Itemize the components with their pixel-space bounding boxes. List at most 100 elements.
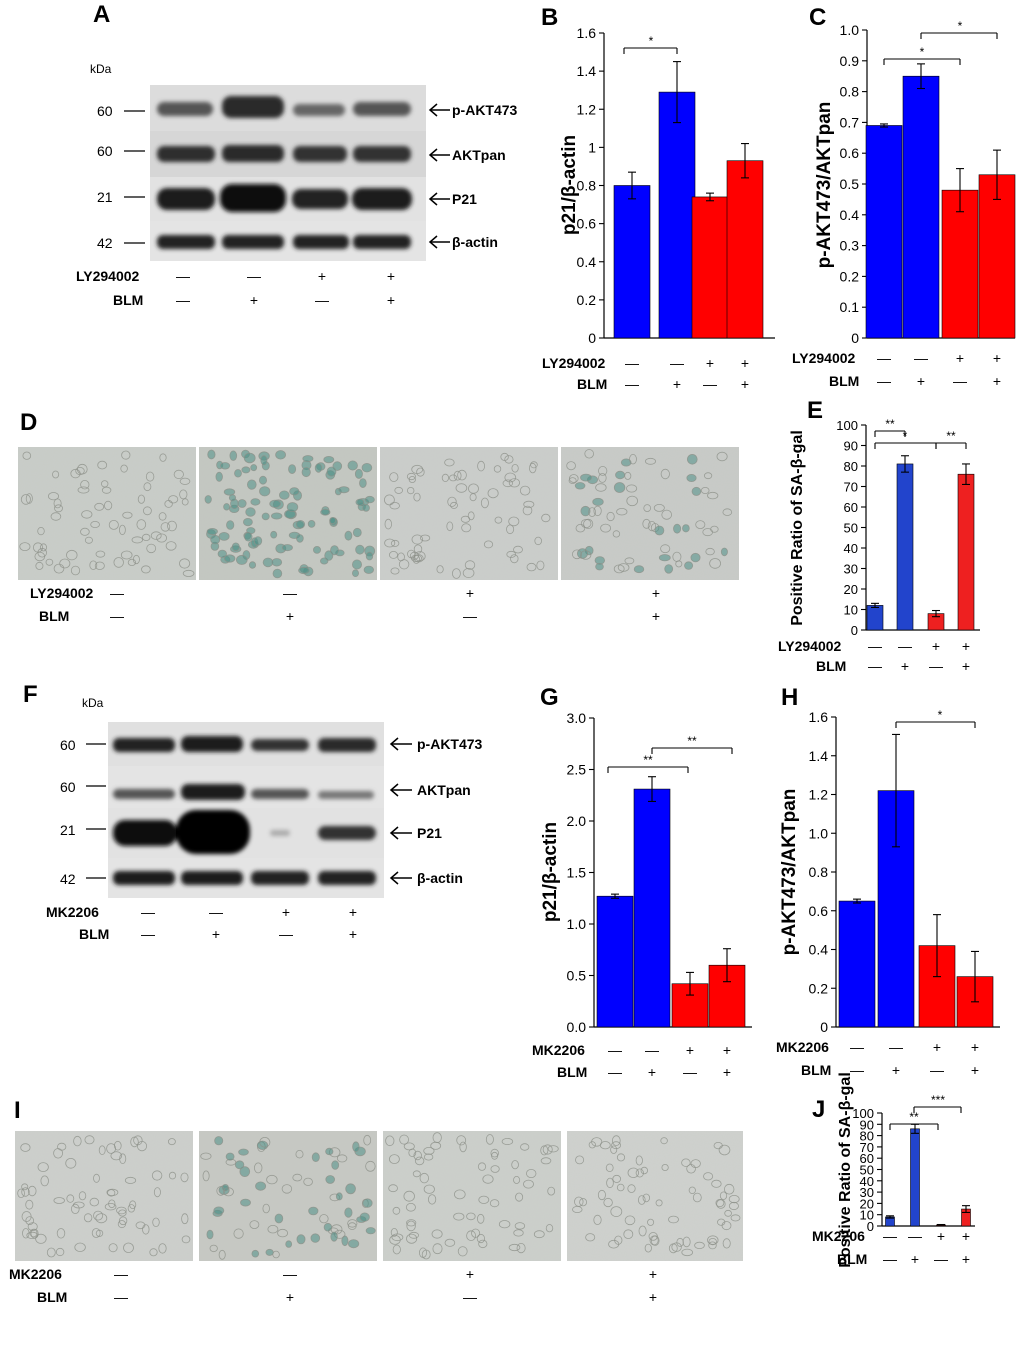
treatment-sign: —	[877, 373, 891, 389]
y-axis-label-e: Positive Ratio of SA-β-gal	[789, 430, 806, 626]
band-label-f-4: β-actin	[389, 870, 463, 886]
y-tick-label: 0	[588, 330, 596, 346]
treatment-sign: —	[930, 1062, 944, 1078]
treatment-sign: —	[914, 350, 928, 366]
bar	[902, 75, 940, 339]
bar	[978, 174, 1016, 339]
treatment-sign: —	[929, 658, 943, 674]
y-tick-label: 70	[860, 1140, 874, 1155]
y-tick-label: 0.4	[840, 207, 860, 223]
y-tick-label: 0.2	[809, 980, 829, 996]
y-tick-label: 1.6	[577, 25, 597, 41]
panel-letter-h: H	[781, 684, 798, 711]
svg-text:P21: P21	[417, 825, 442, 841]
panel-letter-e: E	[807, 397, 823, 424]
bar	[941, 189, 979, 339]
svg-text:—: —	[114, 1289, 128, 1305]
svg-text:—: —	[283, 1266, 297, 1282]
y-tick-label: 0.8	[840, 84, 860, 100]
bar	[596, 895, 634, 1028]
treatment-sign: +	[648, 1064, 656, 1080]
bar	[865, 125, 903, 339]
y-tick-label: 0.6	[840, 145, 860, 161]
y-tick-label: 50	[844, 521, 858, 536]
treatment-sign: —	[645, 1042, 659, 1058]
svg-text:42: 42	[60, 871, 76, 887]
svg-text:—: —	[141, 926, 155, 942]
treatment-sign: —	[608, 1042, 622, 1058]
svg-text:p-AKT473: p-AKT473	[417, 736, 483, 752]
y-tick-label: 1.4	[577, 63, 597, 79]
y-tick-label: 40	[844, 541, 858, 556]
treatment-sign: —	[898, 638, 912, 654]
y-tick-label: 20	[844, 582, 858, 597]
treatment-label-b: LY294002	[542, 355, 606, 371]
y-tick-label: 90	[860, 1117, 874, 1132]
bar	[726, 160, 764, 339]
treatment-sign: +	[892, 1062, 900, 1078]
svg-text:β-actin: β-actin	[452, 234, 498, 250]
svg-text:+: +	[286, 608, 294, 624]
y-tick-label: 1	[588, 139, 596, 155]
treatment-sign: +	[971, 1039, 979, 1055]
svg-text:AKTpan: AKTpan	[417, 782, 471, 798]
treatment-sign: +	[932, 638, 940, 654]
treatment-sign: —	[670, 355, 684, 371]
panel-letter-d: D	[20, 409, 37, 436]
y-tick-label: 0.8	[577, 178, 597, 194]
svg-text:+: +	[282, 904, 290, 920]
treatment-sign: —	[877, 350, 891, 366]
y-tick-label: 100	[836, 418, 858, 433]
panel-letter-f: F	[23, 681, 38, 708]
band-label-f-2: AKTpan	[389, 782, 471, 798]
y-tick-label: 2.5	[567, 762, 587, 778]
treatment-sign: +	[917, 373, 925, 389]
micrograph-d-3	[380, 447, 558, 580]
svg-text:+: +	[649, 1289, 657, 1305]
panel-letter-c: C	[809, 4, 826, 31]
y-axis-label-j: Positive Ratio of SA-β-gal	[837, 1072, 854, 1268]
y-tick-label: 0.1	[840, 299, 860, 315]
svg-text:—: —	[209, 904, 223, 920]
svg-text:—: —	[176, 268, 190, 284]
treatment-label-h: MK2206	[776, 1039, 829, 1055]
bar-chart-e: 0 10 20 30 40 50 60 70 80 90 100 Positive Ratio of …	[778, 417, 980, 674]
y-tick-label: 0	[867, 1219, 874, 1234]
y-tick-label: 0.4	[809, 942, 829, 958]
y-tick-label: 1.6	[809, 709, 829, 725]
y-tick-label: 0	[851, 330, 859, 346]
y-tick-label: 1.0	[809, 825, 829, 841]
svg-text:—: —	[176, 292, 190, 308]
y-axis-label-h: p-AKT473/AKTpan	[779, 789, 800, 956]
band-label-a-2: AKTpan	[428, 147, 506, 163]
svg-text:AKTpan: AKTpan	[452, 147, 506, 163]
svg-text:+: +	[318, 268, 326, 284]
y-tick-label: 1.4	[809, 748, 829, 764]
micrograph-d-2	[199, 447, 377, 580]
y-tick-label: 0	[820, 1019, 828, 1035]
svg-text:MK2206: MK2206	[9, 1266, 62, 1282]
treatment-sign: —	[868, 638, 882, 654]
treatment-label-g: MK2206	[532, 1042, 585, 1058]
y-tick-label: 1.0	[567, 916, 587, 932]
bar	[957, 473, 975, 631]
treatment-label-c: BLM	[829, 373, 859, 389]
treatment-sign: +	[956, 350, 964, 366]
y-tick-label: 30	[844, 562, 858, 577]
svg-text:—: —	[110, 585, 124, 601]
treatment-sign: —	[703, 376, 717, 392]
significance-mark: ***	[931, 1093, 945, 1107]
y-tick-label: 3.0	[567, 710, 587, 726]
bar	[896, 463, 914, 631]
y-tick-label: 0.2	[577, 292, 597, 308]
micrograph-d-4	[561, 447, 739, 580]
bar-chart-g: 0.0 0.5 1.0 1.5 2.0 2.5 3.0 p21/β-actin ** ** MK22…	[532, 710, 752, 1080]
bar	[658, 91, 696, 339]
svg-text:+: +	[466, 1266, 474, 1282]
y-tick-label: 0.7	[840, 114, 860, 130]
treatment-sign: —	[850, 1062, 864, 1078]
treatment-sign: +	[741, 355, 749, 371]
treatment-sign: —	[934, 1251, 948, 1267]
y-tick-label: 40	[860, 1174, 874, 1189]
significance-mark: *	[920, 45, 925, 59]
